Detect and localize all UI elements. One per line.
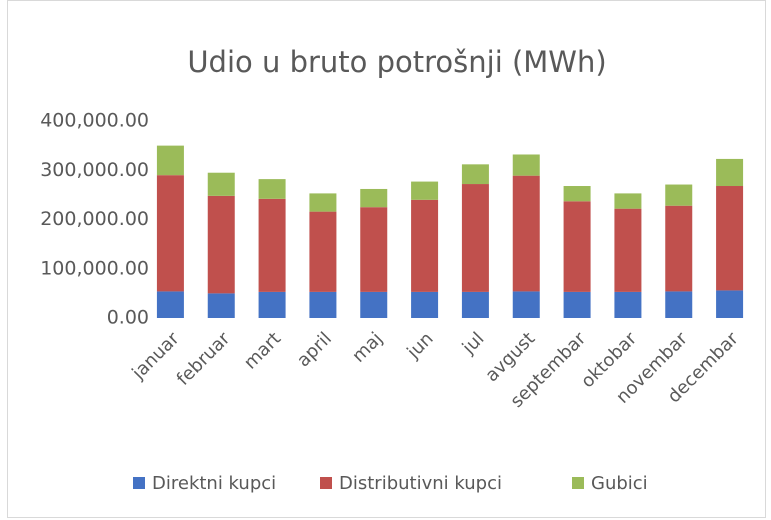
bar-segment	[614, 208, 642, 292]
y-tick-label: 400,000.00	[40, 110, 149, 132]
bar-segment	[156, 175, 184, 292]
y-tick-label: 0.00	[107, 307, 149, 329]
bar-segment	[207, 293, 235, 318]
bar-segment	[461, 164, 489, 185]
y-tick-label: 300,000.00	[40, 159, 149, 181]
bar-segment	[461, 184, 489, 292]
y-tick-label: 100,000.00	[40, 257, 149, 279]
bar-segment	[309, 211, 337, 292]
bar-segment	[360, 207, 388, 292]
bar-segment	[360, 291, 388, 318]
bar-segment	[716, 158, 744, 187]
bar-segment	[665, 184, 693, 206]
bar-segment	[512, 175, 540, 292]
bar-segment	[411, 199, 439, 292]
bar-segment	[156, 291, 184, 318]
bar-segment	[258, 198, 286, 292]
bar-segment	[309, 193, 337, 212]
legend-label: Gubici	[591, 473, 648, 494]
bar-segment	[563, 201, 591, 292]
bar-segment	[258, 291, 286, 318]
bar-segment	[360, 188, 388, 208]
bar-segment	[563, 186, 591, 202]
legend-swatch	[320, 477, 332, 489]
legend-swatch	[133, 477, 145, 489]
bar-segment	[716, 290, 744, 318]
bar-segment	[614, 193, 642, 209]
bar-segment	[716, 186, 744, 291]
bar-segment	[614, 291, 642, 318]
bar-segment	[258, 179, 286, 199]
bar-segment	[665, 205, 693, 292]
bar-segment	[207, 172, 235, 196]
bar-segment	[512, 154, 540, 176]
bar-segment	[207, 195, 235, 294]
bar-segment	[512, 291, 540, 318]
bar-segment	[156, 145, 184, 176]
bar-segment	[411, 181, 439, 200]
chart-title: Udio u bruto potrošnji (MWh)	[187, 45, 606, 79]
legend-swatch	[572, 477, 584, 489]
bar-segment	[665, 291, 693, 318]
legend-label: Distributivni kupci	[339, 473, 502, 494]
bar-segment	[411, 291, 439, 318]
y-tick-label: 200,000.00	[40, 208, 149, 230]
bar-segment	[309, 291, 337, 318]
legend-label: Direktni kupci	[152, 473, 276, 494]
bar-segment	[461, 291, 489, 318]
bar-segment	[563, 291, 591, 318]
